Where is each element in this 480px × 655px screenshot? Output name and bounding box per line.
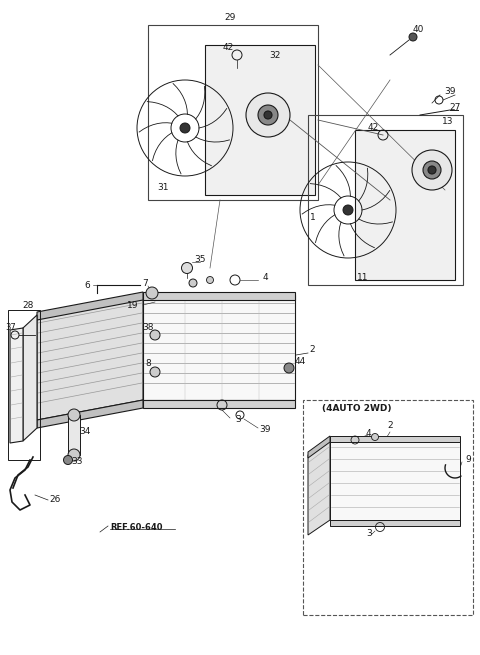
Text: 7: 7 [142,278,148,288]
Circle shape [180,123,190,133]
Polygon shape [10,328,23,443]
Text: 42: 42 [222,43,234,52]
Text: 8: 8 [145,360,151,369]
Circle shape [206,276,214,284]
Text: 13: 13 [442,117,454,126]
Polygon shape [330,436,460,442]
Circle shape [264,111,272,119]
Circle shape [284,363,294,373]
Text: 28: 28 [22,301,34,310]
Text: 40: 40 [412,26,424,35]
Circle shape [372,434,379,441]
Text: 3: 3 [235,415,241,424]
Circle shape [150,330,160,340]
Text: 29: 29 [224,12,236,22]
Circle shape [423,161,441,179]
Text: 33: 33 [71,457,83,466]
Polygon shape [143,292,295,300]
Text: 32: 32 [269,50,281,60]
Text: (4AUTO 2WD): (4AUTO 2WD) [322,403,392,413]
Circle shape [68,449,80,461]
Polygon shape [308,440,330,535]
Bar [68,415,80,455]
Text: 34: 34 [79,428,91,436]
Polygon shape [23,315,37,441]
Text: REF.60-640: REF.60-640 [110,523,163,531]
Text: 42: 42 [367,122,379,132]
Circle shape [146,287,158,299]
Polygon shape [330,440,460,520]
Text: 2: 2 [309,345,315,354]
Text: 1: 1 [310,214,316,223]
Text: 35: 35 [194,255,206,265]
Bar [205,45,315,195]
Text: 37: 37 [6,322,16,331]
Polygon shape [37,292,143,320]
Text: 6: 6 [84,280,90,290]
Bar [303,400,473,615]
Bar [8,310,40,460]
Circle shape [428,166,436,174]
Circle shape [68,409,80,421]
Circle shape [412,150,452,190]
Bar [355,130,455,280]
Polygon shape [330,520,460,526]
Text: 4: 4 [262,272,268,282]
Circle shape [343,205,353,215]
Text: 39: 39 [444,88,456,96]
Text: 2: 2 [387,421,393,430]
Polygon shape [308,436,330,458]
Circle shape [150,367,160,377]
Text: 4: 4 [365,428,371,438]
Text: 44: 44 [294,358,306,367]
Circle shape [409,33,417,41]
Circle shape [258,105,278,125]
Text: 9: 9 [465,455,471,464]
Polygon shape [143,295,295,400]
Text: 3: 3 [366,529,372,538]
Text: 31: 31 [157,183,169,193]
Circle shape [189,279,197,287]
Circle shape [63,455,72,464]
Circle shape [181,263,192,274]
Polygon shape [143,400,295,408]
Text: 26: 26 [49,495,60,504]
Polygon shape [37,400,143,428]
Text: 38: 38 [142,322,154,331]
Polygon shape [37,295,143,420]
Text: 27: 27 [449,103,461,113]
Bar [148,25,318,200]
Bar [308,115,463,285]
Text: 11: 11 [357,274,369,282]
Text: 19: 19 [127,301,139,310]
Circle shape [246,93,290,137]
Text: 39: 39 [259,426,271,434]
